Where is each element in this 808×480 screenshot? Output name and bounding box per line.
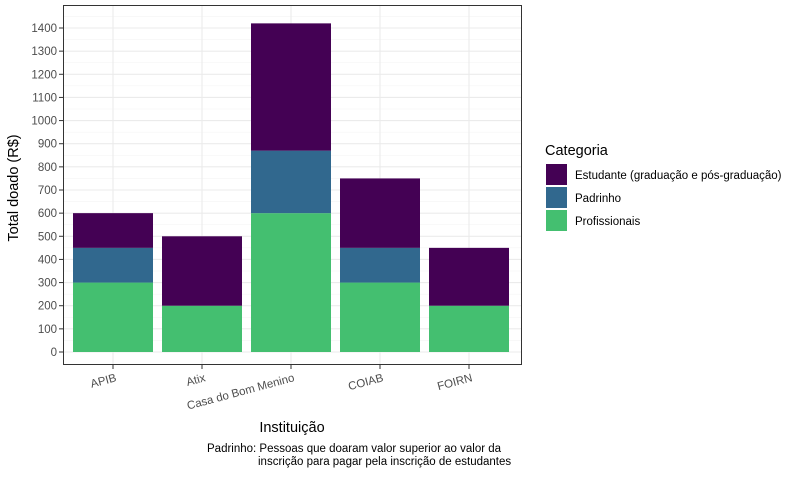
bar-segment	[340, 247, 420, 283]
caption: Padrinho: Pessoas que doaram valor super…	[207, 443, 511, 468]
panel-border	[63, 5, 522, 365]
x-axis-title: Instituição	[259, 420, 324, 436]
caption-line: Padrinho: Pessoas que doaram valor super…	[207, 443, 502, 455]
y-axis-title: Total doado (R$)	[6, 134, 22, 241]
y-tick-label: 800	[38, 162, 57, 174]
bars-group	[73, 23, 509, 352]
y-tick-label: 500	[38, 231, 57, 243]
bar-segment	[251, 23, 331, 151]
y-tick-label: 1200	[31, 69, 57, 81]
bar-segment	[251, 213, 331, 352]
bar-segment	[73, 213, 153, 248]
caption-line: inscrição para pagar pela inscrição de e…	[258, 456, 511, 468]
bar-segment	[340, 178, 420, 248]
legend-label: Profissionais	[575, 216, 640, 228]
y-tick-label: 0	[51, 347, 57, 359]
bar-segment	[429, 247, 509, 306]
legend-swatch	[546, 164, 567, 185]
legend-title: Categoria	[545, 143, 609, 159]
y-tick-label: 1300	[31, 46, 57, 58]
legend: Categoria Estudante (graduação e pós-gra…	[545, 143, 782, 231]
legend-swatch	[546, 187, 567, 208]
bar-segment	[429, 305, 509, 352]
y-tick-label: 1400	[31, 23, 57, 35]
y-tick-label: 700	[38, 185, 57, 197]
y-tick-label: 1000	[31, 116, 57, 128]
bar-segment	[251, 150, 331, 214]
x-tick-label: COIAB	[347, 372, 385, 393]
y-tick-label: 1100	[32, 92, 57, 104]
legend-label: Estudante (graduação e pós-graduação)	[575, 170, 782, 182]
legend-swatch	[546, 210, 567, 231]
bar-segment	[162, 236, 242, 306]
legend-label: Padrinho	[575, 193, 621, 205]
y-tick-label: 900	[38, 139, 57, 151]
y-tick-label: 200	[38, 301, 57, 313]
y-tick-label: 100	[38, 324, 57, 336]
x-tick-label: Atix	[185, 372, 207, 389]
y-axis: 0 100 200 300 400 500 600 700 800 900 1000 1100 1200…	[31, 23, 63, 359]
x-tick-label: APIB	[89, 372, 118, 390]
y-tick-label: 400	[38, 254, 57, 266]
bar-segment	[73, 247, 153, 283]
x-tick-label: FOIRN	[436, 372, 474, 393]
bar-segment	[73, 282, 153, 352]
bar-segment	[340, 282, 420, 352]
y-tick-label: 600	[38, 208, 57, 220]
bar-segment	[162, 305, 242, 352]
y-tick-label: 300	[38, 278, 57, 290]
